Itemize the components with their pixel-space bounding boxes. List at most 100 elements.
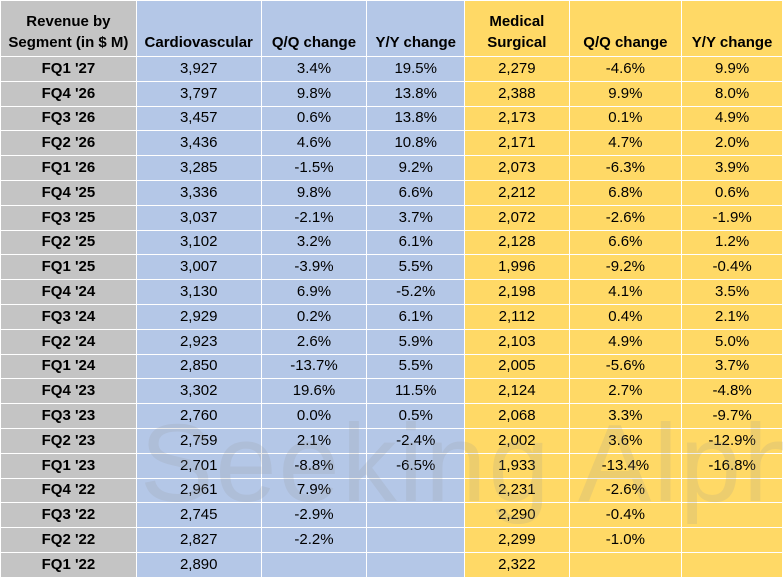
cell-cardio-qq: 7.9% [260,477,368,504]
cell-cardio-qq: -8.8% [260,452,368,479]
cell-cardio-yy: 5.9% [366,328,466,355]
cell-medsurg-qq: -6.3% [568,155,683,181]
header-cardiovascular: Cardiovascular [135,0,262,57]
cell-quarter-label: FQ3 '24 [0,303,137,330]
cell-medsurg-yy [681,502,783,529]
cell-quarter-label: FQ4 '26 [0,80,137,107]
cell-medsurg-yy: -9.7% [681,403,783,429]
cell-medsurg-revenue: 2,198 [464,279,570,305]
header-label-line1: Revenue by [26,13,111,30]
table-row: FQ2 '25 3,102 3.2% 6.1% 2,128 6.6% 1.2% [0,229,783,256]
cell-quarter-label: FQ1 '27 [0,56,137,82]
cell-cardio-revenue: 3,336 [135,179,262,206]
cell-medsurg-qq: 4.1% [568,279,683,305]
cell-cardio-revenue: 3,302 [135,378,262,405]
cell-cardio-yy: 13.8% [366,105,466,132]
cell-quarter-label: FQ2 '25 [0,229,137,256]
cell-cardio-revenue: 3,436 [135,130,262,157]
cell-medsurg-revenue: 2,322 [464,551,570,578]
cell-cardio-qq: 19.6% [260,378,368,405]
cell-cardio-qq: -3.9% [260,254,368,281]
cell-medsurg-revenue: 2,231 [464,477,570,504]
cell-cardio-revenue: 2,890 [135,551,262,578]
cell-cardio-qq: -2.1% [260,204,368,231]
cell-medsurg-yy: 2.1% [681,303,783,330]
cell-cardio-yy [366,477,466,504]
cell-medsurg-qq: -9.2% [568,254,683,281]
cell-cardio-revenue: 2,760 [135,403,262,429]
cell-medsurg-yy: -1.9% [681,204,783,231]
cell-cardio-revenue: 3,285 [135,155,262,181]
cell-cardio-qq: -2.9% [260,502,368,529]
cell-quarter-label: FQ1 '26 [0,155,137,181]
cell-cardio-qq: 0.2% [260,303,368,330]
header-medsurg-qq-change: Q/Q change [568,0,683,57]
cell-medsurg-yy: -16.8% [681,452,783,479]
cell-cardio-yy: -5.2% [366,279,466,305]
cell-medsurg-yy: 3.9% [681,155,783,181]
table-row: FQ4 '24 3,130 6.9% -5.2% 2,198 4.1% 3.5% [0,279,783,305]
cell-cardio-qq: 0.6% [260,105,368,132]
cell-medsurg-revenue: 2,103 [464,328,570,355]
cell-cardio-qq: 9.8% [260,179,368,206]
cell-quarter-label: FQ4 '25 [0,179,137,206]
cell-cardio-qq: 4.6% [260,130,368,157]
cell-medsurg-revenue: 2,171 [464,130,570,157]
cell-cardio-yy: 9.2% [366,155,466,181]
cell-medsurg-qq: -4.6% [568,56,683,82]
cell-quarter-label: FQ4 '23 [0,378,137,405]
cell-quarter-label: FQ3 '23 [0,403,137,429]
cell-medsurg-qq: -5.6% [568,353,683,380]
cell-medsurg-revenue: 2,128 [464,229,570,256]
table-row: FQ2 '26 3,436 4.6% 10.8% 2,171 4.7% 2.0% [0,130,783,157]
header-medical-surgical: Medical Surgical [464,0,570,57]
cell-quarter-label: FQ1 '23 [0,452,137,479]
cell-cardio-revenue: 2,827 [135,527,262,553]
cell-medsurg-qq: 4.7% [568,130,683,157]
cell-medsurg-qq: -13.4% [568,452,683,479]
cell-medsurg-yy: 9.9% [681,56,783,82]
cell-cardio-revenue: 2,961 [135,477,262,504]
cell-cardio-revenue: 2,745 [135,502,262,529]
cell-cardio-revenue: 3,797 [135,80,262,107]
cell-cardio-yy: -2.4% [366,427,466,454]
cell-cardio-qq: 2.6% [260,328,368,355]
cell-cardio-revenue: 3,927 [135,56,262,82]
header-label-line2: Segment (in $ M) [8,34,129,51]
header-medsurg-line1: Medical [489,13,545,30]
table-row: FQ1 '24 2,850 -13.7% 5.5% 2,005 -5.6% 3.7% [0,353,783,380]
cell-quarter-label: FQ3 '26 [0,105,137,132]
cell-medsurg-yy: 2.0% [681,130,783,157]
cell-cardio-qq: 2.1% [260,427,368,454]
cell-medsurg-yy [681,527,783,553]
cell-medsurg-qq: 6.8% [568,179,683,206]
cell-medsurg-revenue: 2,173 [464,105,570,132]
cell-cardio-qq: 6.9% [260,279,368,305]
cell-quarter-label: FQ3 '22 [0,502,137,529]
table-row: FQ1 '23 2,701 -8.8% -6.5% 1,933 -13.4% -16.8% [0,452,783,479]
header-row: Revenue by Segment (in $ M) Cardiovascul… [0,0,783,57]
cell-cardio-revenue: 3,457 [135,105,262,132]
table-row: FQ3 '24 2,929 0.2% 6.1% 2,112 0.4% 2.1% [0,303,783,330]
cell-cardio-yy: 5.5% [366,353,466,380]
cell-cardio-yy [366,527,466,553]
cell-cardio-qq: 9.8% [260,80,368,107]
cell-medsurg-yy [681,551,783,578]
cell-medsurg-qq: -2.6% [568,477,683,504]
cell-cardio-qq: -2.2% [260,527,368,553]
cell-medsurg-yy [681,477,783,504]
cell-medsurg-revenue: 2,299 [464,527,570,553]
cell-medsurg-qq: 6.6% [568,229,683,256]
table-row: FQ2 '22 2,827 -2.2% 2,299 -1.0% [0,527,783,553]
header-revenue-by-segment: Revenue by Segment (in $ M) [0,0,137,57]
cell-medsurg-yy: 8.0% [681,80,783,107]
cell-medsurg-yy: 5.0% [681,328,783,355]
cell-cardio-yy: 5.5% [366,254,466,281]
cell-medsurg-revenue: 2,005 [464,353,570,380]
table-row: FQ1 '25 3,007 -3.9% 5.5% 1,996 -9.2% -0.4% [0,254,783,281]
cell-cardio-revenue: 2,923 [135,328,262,355]
cell-medsurg-yy: 3.5% [681,279,783,305]
cell-medsurg-revenue: 2,124 [464,378,570,405]
cell-quarter-label: FQ3 '25 [0,204,137,231]
table-row: FQ2 '24 2,923 2.6% 5.9% 2,103 4.9% 5.0% [0,328,783,355]
